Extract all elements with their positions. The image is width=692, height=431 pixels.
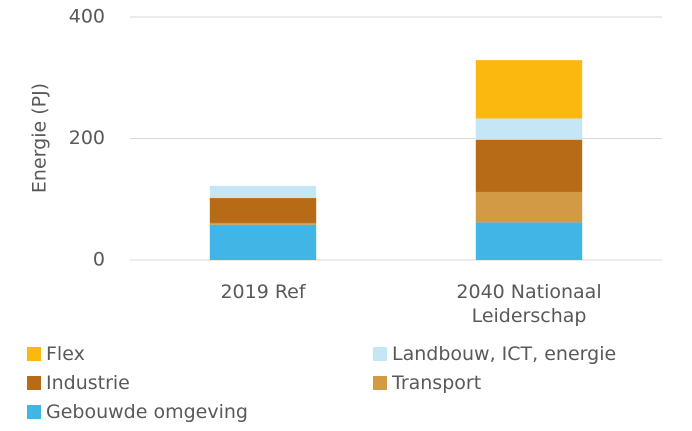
y-tick-label: 200: [69, 127, 105, 149]
legend-label: Landbouw, ICT, energie: [392, 343, 617, 365]
bar-segment: [209, 222, 317, 225]
legend-swatch: [27, 347, 41, 361]
x-tick-label: 2019 Ref: [220, 281, 306, 303]
legend-label: Flex: [46, 343, 85, 365]
legend-item: Transport: [373, 371, 687, 395]
y-tick-label: 400: [69, 6, 105, 28]
bar-segment: [209, 198, 317, 223]
legend-item: Industrie: [27, 371, 373, 395]
legend-label: Industrie: [46, 372, 130, 394]
bar-segment: [475, 191, 583, 223]
legend-swatch: [373, 376, 387, 390]
bar-segment: [475, 118, 583, 140]
y-axis-label: Energie (PJ): [29, 83, 51, 193]
bar-segment: [209, 224, 317, 260]
bar-segment: [209, 185, 317, 199]
legend-item: Landbouw, ICT, energie: [373, 342, 687, 366]
y-tick-label: 0: [93, 249, 105, 271]
legend-label: Transport: [392, 372, 482, 394]
bar-segment: [475, 222, 583, 260]
legend: Flex Landbouw, ICT, energie Industrie Trans…: [27, 342, 687, 424]
legend-swatch: [27, 405, 41, 419]
bar-segment: [475, 60, 583, 119]
legend-item: Flex: [27, 342, 373, 366]
legend-swatch: [373, 347, 387, 361]
bar-segment: [475, 139, 583, 192]
legend-label: Gebouwde omgeving: [46, 401, 248, 423]
legend-swatch: [27, 376, 41, 390]
legend-item: Gebouwde omgeving: [27, 400, 373, 424]
x-tick-label: 2040 Nationaal Leiderschap: [456, 281, 602, 327]
